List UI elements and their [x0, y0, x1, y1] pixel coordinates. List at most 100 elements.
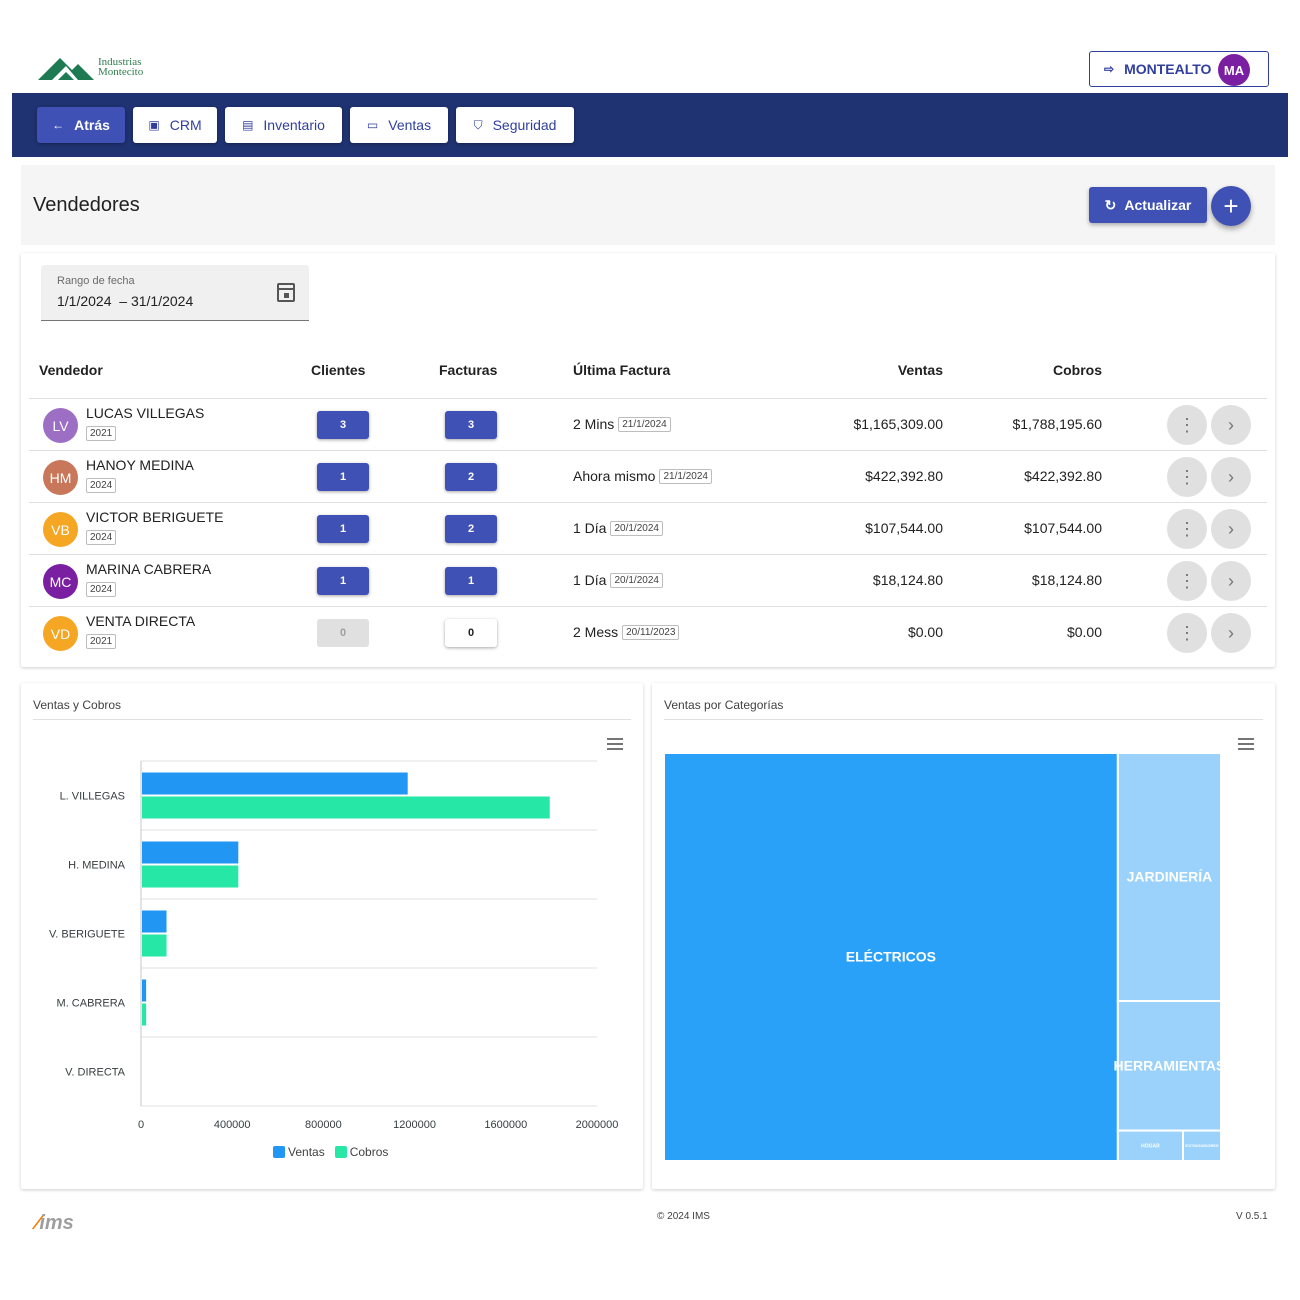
- header-cobros[interactable]: Cobros: [1053, 362, 1102, 378]
- table-row[interactable]: HM HANOY MEDINA 2024 1 2 Ahora mismo 21/1/2024…: [29, 450, 1267, 502]
- chart-menu-icon[interactable]: [1238, 738, 1254, 750]
- nav-crm-button[interactable]: ▣ CRM: [133, 107, 217, 143]
- last-invoice-ago: 1 Día: [573, 520, 607, 536]
- last-invoice-date: 20/1/2024: [610, 572, 663, 588]
- clients-count-chip[interactable]: 1: [317, 463, 369, 491]
- legend-cobros-swatch: [334, 1146, 347, 1158]
- chevron-right-icon[interactable]: ›: [1211, 561, 1251, 601]
- treemap-herramientas-label: HERRAMIENTAS: [1114, 1057, 1226, 1073]
- last-invoice-date: 20/1/2024: [610, 520, 663, 536]
- treemap-electricos-label: ELÉCTRICOS: [846, 949, 936, 965]
- last-invoice-ago: 1 Día: [573, 572, 607, 588]
- legend-cobros-label: Cobros: [349, 1145, 389, 1159]
- treemap-extinguidores-label: EXTINGUIDORES: [1185, 1143, 1218, 1148]
- treemap-extinguidores-tile[interactable]: [1181, 1129, 1222, 1163]
- treemap-chart: ELÉCTRICOS JARDINERÍA HERRAMIENTAS HOGAR EXT…: [663, 752, 1226, 1163]
- nav-seguridad-button[interactable]: ⛉ Seguridad: [456, 107, 574, 143]
- bar-ventas: [142, 910, 167, 933]
- invoices-count-chip[interactable]: 2: [445, 463, 497, 491]
- treemap-hogar-label: HOGAR: [1141, 1143, 1160, 1149]
- clients-count-chip[interactable]: 1: [317, 567, 369, 595]
- more-vert-icon[interactable]: ⋮: [1167, 561, 1207, 601]
- treemap-jardineria-label: JARDINERÍA: [1127, 869, 1213, 885]
- vendor-avatar: LV: [43, 408, 78, 443]
- bar-ventas: [142, 841, 239, 864]
- header-vendedor[interactable]: Vendedor: [39, 362, 103, 378]
- table-row[interactable]: VB VICTOR BERIGUETE 2024 1 2 1 Día 20/1/2024 $1…: [29, 502, 1267, 554]
- more-vert-icon[interactable]: ⋮: [1167, 613, 1207, 653]
- clients-count-chip[interactable]: 1: [317, 515, 369, 543]
- vendor-avatar: VB: [43, 512, 78, 547]
- nav-inventario-label: Inventario: [263, 117, 325, 133]
- vendor-name[interactable]: LUCAS VILLEGAS: [86, 405, 205, 421]
- clients-count-chip[interactable]: 0: [317, 619, 369, 647]
- more-vert-icon[interactable]: ⋮: [1167, 457, 1207, 497]
- back-label: Atrás: [74, 117, 110, 133]
- arrow-left-icon: ←: [52, 118, 65, 132]
- divider: [664, 719, 1263, 720]
- vendor-name[interactable]: VENTA DIRECTA: [86, 613, 196, 629]
- collections-amount: $107,544.00: [1024, 520, 1102, 536]
- refresh-label: Actualizar: [1124, 197, 1192, 213]
- refresh-button[interactable]: ↻ Actualizar: [1089, 187, 1207, 223]
- treemap-herramientas-tile[interactable]: [1116, 1000, 1222, 1132]
- header-ventas[interactable]: Ventas: [897, 362, 943, 378]
- table-row[interactable]: MC MARINA CABRERA 2024 1 1 1 Día 20/1/2024 $18,…: [29, 554, 1267, 606]
- clients-count-chip[interactable]: 3: [317, 411, 369, 439]
- vendor-name[interactable]: MARINA CABRERA: [86, 561, 212, 577]
- date-range-field[interactable]: Rango de fecha 1/1/2024 – 31/1/2024: [41, 265, 309, 321]
- chevron-right-icon[interactable]: ›: [1211, 405, 1251, 445]
- sales-amount: $18,124.80: [872, 572, 943, 588]
- back-button[interactable]: ← Atrás: [37, 107, 125, 143]
- nav-ventas-button[interactable]: ▭ Ventas: [350, 107, 448, 143]
- treemap-title: Ventas por Categorías: [664, 698, 784, 712]
- nav-seguridad-label: Seguridad: [492, 117, 557, 133]
- x-tick-label: 800000: [305, 1119, 342, 1131]
- user-logout-button[interactable]: ⇨ MONTEALTO MA: [1089, 51, 1269, 87]
- calendar-icon[interactable]: [277, 283, 295, 302]
- sales-amount: $0.00: [907, 624, 943, 640]
- x-tick-label: 2000000: [576, 1119, 619, 1131]
- table-row[interactable]: LV LUCAS VILLEGAS 2021 3 3 2 Mins 21/1/2024 $1,…: [29, 398, 1267, 450]
- invoices-count-chip[interactable]: 2: [445, 515, 497, 543]
- cash-icon: ▭: [366, 118, 379, 132]
- nav-inventario-button[interactable]: ▤ Inventario: [225, 107, 342, 143]
- chevron-right-icon[interactable]: ›: [1211, 509, 1251, 549]
- invoices-count-chip[interactable]: 1: [445, 567, 497, 595]
- more-vert-icon[interactable]: ⋮: [1167, 509, 1207, 549]
- nav-ventas-label: Ventas: [388, 117, 432, 133]
- chart-menu-icon[interactable]: [607, 738, 623, 750]
- add-vendor-button[interactable]: +: [1211, 186, 1251, 226]
- table-row[interactable]: VD VENTA DIRECTA 2021 0 0 2 Mess 20/11/2023 $0.…: [29, 606, 1267, 658]
- treemap-electricos-tile[interactable]: [663, 752, 1119, 1162]
- bar-cobros: [142, 796, 550, 819]
- header-ultima-factura[interactable]: Última Factura: [573, 362, 671, 378]
- top-header: Industrias Montecito ⇨ MONTEALTO MA: [12, 40, 1288, 93]
- company-logo: Industrias Montecito: [38, 54, 143, 80]
- vendor-name[interactable]: VICTOR BERIGUETE: [86, 509, 224, 525]
- invoices-count-chip[interactable]: 3: [445, 411, 497, 439]
- contact-card-icon: ▣: [148, 118, 160, 132]
- brand-line-2: Montecito: [98, 66, 144, 78]
- x-tick-label: 400000: [214, 1119, 251, 1131]
- treemap-hogar-tile[interactable]: [1116, 1129, 1184, 1163]
- header-clientes[interactable]: Clientes: [311, 362, 366, 378]
- vendor-name[interactable]: HANOY MEDINA: [86, 457, 194, 473]
- legend-ventas-label: Ventas: [288, 1145, 325, 1159]
- legend-cobros[interactable]: Cobros: [334, 1145, 389, 1159]
- header-facturas[interactable]: Facturas: [439, 362, 498, 378]
- chevron-right-icon[interactable]: ›: [1211, 613, 1251, 653]
- bar-cobros: [142, 934, 167, 957]
- bar-chart-legend: Ventas Cobros: [273, 1145, 398, 1159]
- treemap-jardineria-tile[interactable]: [1116, 752, 1222, 1002]
- archive-icon: ▤: [242, 118, 254, 132]
- vendor-year-badge: 2024: [86, 478, 117, 493]
- vendor-avatar: MC: [43, 564, 78, 599]
- ims-logo: ⁄ims: [36, 1212, 74, 1234]
- more-vert-icon[interactable]: ⋮: [1167, 405, 1207, 445]
- chevron-right-icon[interactable]: ›: [1211, 457, 1251, 497]
- x-tick-label: 1200000: [393, 1119, 436, 1131]
- last-invoice: 1 Día 20/1/2024: [573, 520, 663, 536]
- legend-ventas[interactable]: Ventas: [273, 1145, 325, 1159]
- invoices-count-chip[interactable]: 0: [445, 619, 497, 647]
